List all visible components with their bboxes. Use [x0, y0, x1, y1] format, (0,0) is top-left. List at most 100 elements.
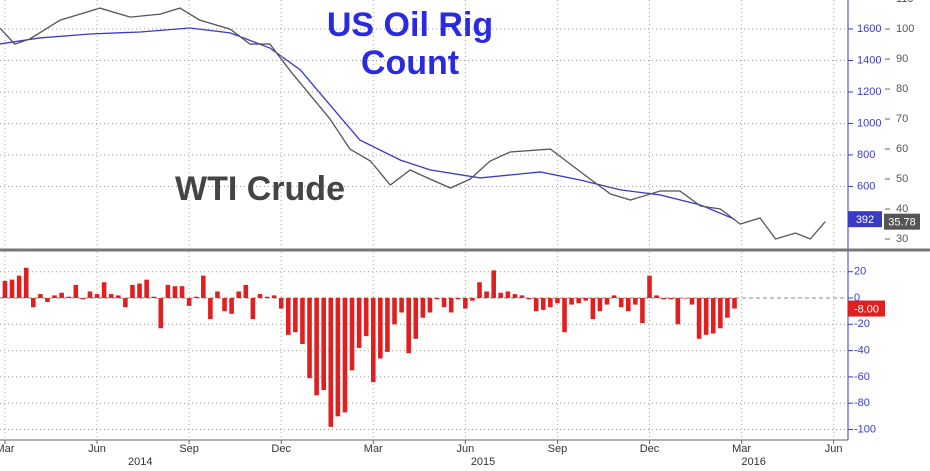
bar [392, 298, 397, 325]
bar [101, 282, 107, 299]
bar [66, 296, 72, 299]
bar [356, 298, 362, 348]
y-tick-label: 1000 [857, 117, 881, 129]
bar [597, 298, 603, 312]
bar [370, 298, 376, 383]
last-value-label: -8.00 [854, 303, 879, 315]
bar [732, 298, 737, 309]
bar [647, 275, 652, 299]
bar [300, 298, 305, 345]
x-tick-label: Jun [88, 443, 106, 455]
y-tick-label: 1600 [857, 23, 881, 35]
x-tick-label: Jun [825, 443, 843, 455]
y2-tick-label: 90 [896, 53, 908, 65]
y-tick-label: -60 [854, 371, 870, 383]
bar [137, 283, 142, 299]
x-tick-label: Sep [548, 443, 568, 455]
y-tick-label: 20 [854, 266, 866, 278]
bar [576, 298, 581, 304]
bar [108, 294, 114, 299]
bar [172, 286, 178, 299]
bar [611, 295, 617, 299]
bar [654, 295, 659, 299]
bar [73, 284, 79, 299]
last-value-label-box [884, 213, 920, 230]
bar [385, 298, 390, 352]
bar [590, 298, 596, 320]
bar [427, 298, 433, 313]
bar [151, 296, 157, 299]
bar [321, 298, 326, 391]
bar [144, 279, 149, 299]
bar [2, 280, 8, 299]
x-tick-label: Dec [640, 443, 660, 455]
bar [38, 294, 43, 299]
bar [236, 291, 241, 299]
bar [533, 298, 539, 312]
bar [307, 298, 312, 379]
bar [668, 298, 674, 300]
chart-title: US Oil Rig Count [326, 6, 494, 82]
bar [349, 298, 355, 371]
bar [540, 298, 546, 310]
bar [604, 298, 610, 305]
last-value-label: 35.78 [888, 217, 916, 229]
bar [243, 284, 249, 299]
bar [555, 298, 560, 304]
x-tick-label: Jun [456, 443, 474, 455]
bar [470, 298, 475, 301]
y-tick-label: -80 [854, 397, 870, 409]
bar [186, 298, 192, 306]
bar [208, 298, 213, 320]
y2-tick-label: 80 [896, 83, 908, 95]
bar [434, 298, 440, 300]
bar [165, 284, 171, 299]
bar [583, 298, 589, 301]
year-label: 2015 [471, 456, 495, 468]
y2-tick-label: 70 [896, 113, 908, 125]
bar [413, 298, 419, 339]
bar [378, 298, 383, 359]
y2-tick-label: 50 [896, 173, 908, 185]
y2-tick-label: 110 [896, 0, 914, 5]
bar [633, 298, 638, 305]
bar [80, 298, 86, 300]
bar [158, 298, 164, 329]
bar [30, 298, 36, 308]
y-tick-label: 0 [854, 292, 860, 304]
bar [441, 298, 447, 308]
bar [562, 298, 567, 333]
bar [363, 298, 369, 337]
bar [285, 298, 291, 335]
y-tick-label: 600 [857, 180, 875, 192]
bar [491, 270, 496, 299]
last-value-label-box [848, 211, 882, 228]
year-label: 2014 [128, 456, 152, 468]
bar [45, 298, 50, 302]
last-value-label: 392 [856, 214, 874, 226]
bar [512, 294, 518, 299]
bar [229, 298, 234, 314]
y-tick-label: -100 [854, 423, 876, 435]
bar [271, 295, 277, 299]
bar [455, 298, 461, 300]
series-line [0, 7, 826, 240]
bar [618, 298, 624, 308]
bar [477, 282, 482, 299]
bar [278, 298, 284, 309]
bar [59, 292, 64, 299]
bar [9, 279, 15, 299]
bar [661, 298, 666, 300]
y-tick-label: 1400 [857, 54, 881, 66]
bar [94, 294, 100, 299]
bar [689, 298, 695, 305]
bar [179, 286, 185, 299]
bar [448, 298, 454, 313]
year-label: 2016 [741, 456, 765, 468]
y-tick-label: -20 [854, 318, 870, 330]
bar [625, 298, 631, 312]
last-value-label-box [848, 300, 885, 317]
y-tick-label: 1200 [857, 86, 881, 98]
x-tick-label: Mar [364, 443, 383, 455]
bar [484, 291, 489, 299]
